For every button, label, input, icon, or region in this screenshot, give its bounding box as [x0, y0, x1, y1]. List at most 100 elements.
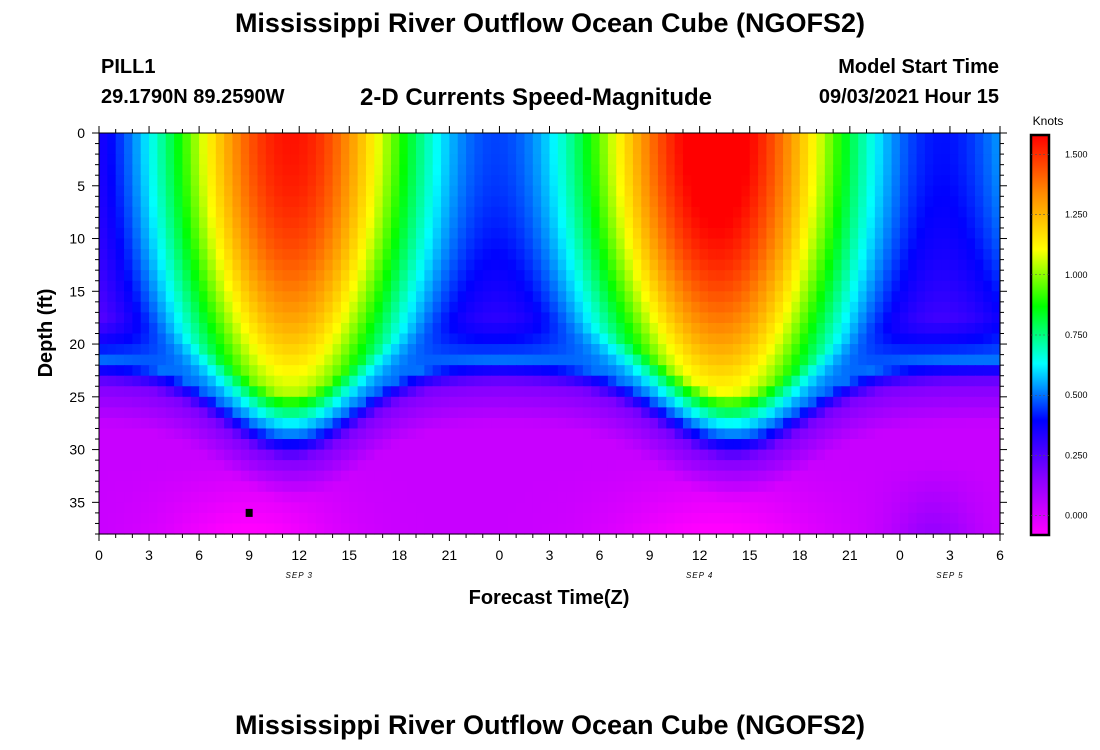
heatmap-cell — [282, 365, 292, 377]
heatmap-cell — [899, 344, 909, 356]
heatmap-cell — [265, 249, 275, 261]
heatmap-cell — [799, 523, 809, 535]
heatmap-cell — [682, 143, 692, 155]
heatmap-cell — [224, 154, 234, 166]
heatmap-cell — [457, 206, 467, 219]
heatmap-cell — [107, 523, 117, 535]
heatmap-cell — [716, 512, 726, 525]
heatmap-cell — [432, 143, 442, 155]
heatmap-cell — [749, 460, 759, 472]
heatmap-cell — [249, 344, 259, 356]
heatmap-cell — [374, 386, 384, 398]
heatmap-cell — [983, 238, 993, 250]
heatmap-cell — [190, 470, 200, 482]
heatmap-cell — [799, 333, 809, 345]
heatmap-cell — [190, 344, 200, 356]
heatmap-cell — [157, 227, 167, 240]
heatmap-cell — [532, 439, 542, 451]
heatmap-cell — [265, 196, 275, 208]
heatmap-cell — [332, 375, 342, 387]
heatmap-cell — [340, 491, 350, 503]
heatmap-cell — [382, 270, 392, 282]
heatmap-cell — [666, 312, 676, 324]
heatmap-cell — [724, 417, 734, 430]
heatmap-cell — [499, 238, 509, 250]
heatmap-cell — [824, 249, 834, 261]
heatmap-cell — [290, 291, 300, 303]
heatmap-cell — [599, 375, 609, 387]
heatmap-cell — [591, 206, 601, 219]
heatmap-cell — [816, 333, 826, 345]
heatmap-cell — [599, 428, 609, 440]
heatmap-cell — [733, 249, 742, 261]
model-start-label: Model Start Time — [838, 56, 999, 78]
heatmap-cell — [783, 502, 793, 514]
heatmap-cell — [449, 470, 459, 482]
heatmap-cell — [499, 512, 509, 525]
heatmap-cell — [257, 481, 267, 493]
heatmap-cell — [357, 217, 367, 229]
heatmap-cell — [991, 333, 1001, 345]
heatmap-cell — [899, 164, 909, 176]
heatmap-cell — [416, 523, 425, 535]
heatmap-cell — [157, 333, 167, 345]
heatmap-cell — [566, 386, 576, 398]
heatmap-cell — [441, 354, 450, 366]
heatmap-cell — [841, 185, 851, 197]
heatmap-cell — [933, 280, 943, 292]
heatmap-cell — [165, 354, 175, 366]
heatmap-cell — [149, 523, 158, 535]
heatmap-cell — [441, 249, 450, 261]
heatmap-cell — [274, 312, 284, 324]
heatmap-cell — [616, 143, 626, 155]
heatmap-cell — [791, 227, 801, 240]
heatmap-cell — [799, 386, 809, 398]
heatmap-cell — [549, 175, 559, 187]
heatmap-cell — [482, 491, 492, 503]
heatmap-cell — [340, 512, 350, 525]
heatmap-cell — [340, 428, 350, 440]
heatmap-cell — [607, 143, 617, 155]
heatmap-cell — [190, 407, 200, 419]
heatmap-cell — [682, 185, 692, 197]
heatmap-cell — [991, 249, 1001, 261]
heatmap-cell — [824, 206, 834, 219]
heatmap-cell — [749, 227, 759, 240]
heatmap-cell — [482, 291, 492, 303]
heatmap-cell — [841, 365, 851, 377]
heatmap-cell — [374, 460, 384, 472]
heatmap-cell — [182, 439, 192, 451]
heatmap-cell — [541, 491, 551, 503]
heatmap-cell — [733, 470, 742, 482]
heatmap-cell — [574, 386, 584, 398]
heatmap-cell — [349, 333, 359, 345]
heatmap-cell — [457, 217, 467, 229]
heatmap-cell — [474, 312, 484, 324]
heatmap-cell — [691, 449, 701, 461]
heatmap-cell — [324, 365, 334, 377]
heatmap-cell — [307, 523, 317, 535]
heatmap-cell — [849, 206, 859, 219]
heatmap-cell — [149, 238, 158, 250]
heatmap-cell — [274, 217, 284, 229]
heatmap-cell — [274, 196, 284, 208]
heatmap-cell — [691, 481, 701, 493]
heatmap-cell — [249, 154, 259, 166]
heatmap-cell — [349, 164, 359, 176]
heatmap-cell — [357, 291, 367, 303]
heatmap-cell — [566, 333, 576, 345]
heatmap-cell — [949, 428, 959, 440]
heatmap-cell — [516, 154, 526, 166]
heatmap-cell — [724, 238, 734, 250]
heatmap-cell — [699, 227, 709, 240]
heatmap-cell — [666, 523, 676, 535]
heatmap-cell — [174, 344, 184, 356]
heatmap-cell — [549, 344, 559, 356]
heatmap-cell — [799, 270, 809, 282]
heatmap-cell — [607, 523, 617, 535]
heatmap-cell — [307, 354, 317, 366]
heatmap-cell — [833, 407, 843, 419]
heatmap-cell — [941, 291, 951, 303]
heatmap-cell — [591, 396, 601, 408]
heatmap-cell — [699, 491, 709, 503]
